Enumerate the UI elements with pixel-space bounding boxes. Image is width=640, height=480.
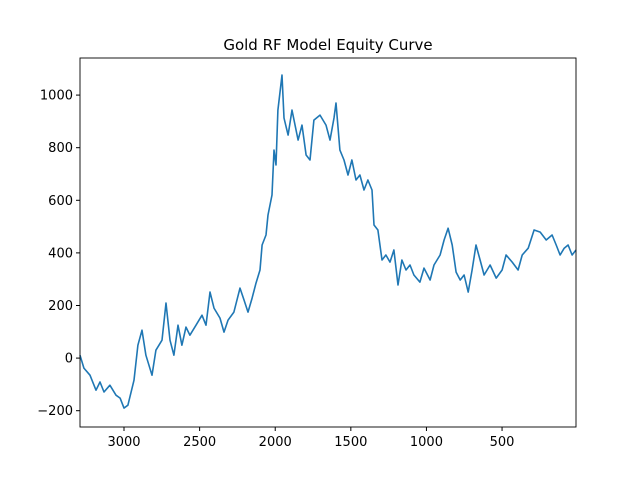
y-tick-label: 600 bbox=[48, 194, 73, 209]
y-tick-label: 1000 bbox=[40, 89, 73, 104]
x-tick-label: 2500 bbox=[183, 435, 216, 450]
x-tick-label: 1500 bbox=[334, 435, 367, 450]
y-tick-label: −200 bbox=[37, 404, 73, 419]
y-tick-label: 800 bbox=[48, 141, 73, 156]
plot-frame bbox=[79, 57, 577, 428]
chart-title: Gold RF Model Equity Curve bbox=[223, 36, 432, 54]
x-tick-label: 500 bbox=[490, 435, 515, 450]
equity-line bbox=[79, 74, 577, 409]
y-tick-label: 0 bbox=[65, 352, 73, 367]
y-tick-label: 200 bbox=[48, 299, 73, 314]
x-tick-label: 3000 bbox=[107, 435, 140, 450]
x-tick-label: 1000 bbox=[410, 435, 443, 450]
y-tick-label: 400 bbox=[48, 246, 73, 261]
x-tick-label: 2000 bbox=[259, 435, 292, 450]
